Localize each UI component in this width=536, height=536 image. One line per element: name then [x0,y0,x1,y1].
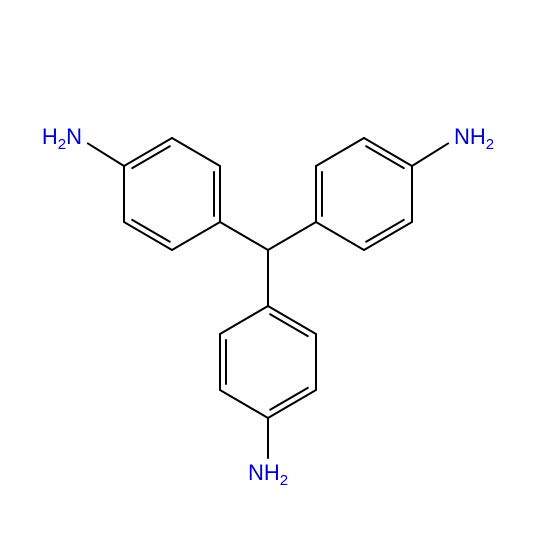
bond-line [172,138,220,166]
bond-line [88,143,124,166]
atom-label-n2: NH2 [454,124,494,153]
bond-line [172,222,220,250]
bond-line [364,222,412,250]
molecule-diagram: NH2 NH2 H2N [0,0,536,536]
bond-line [220,306,268,334]
bond-line [220,390,268,418]
bond-line [412,143,448,166]
bond-line [268,306,316,334]
bond-line [124,138,172,166]
bond-line [268,222,316,250]
bond-line [124,222,172,250]
bond-line [268,390,316,418]
atom-label-n1: NH2 [248,460,288,489]
atom-label-n3: H2N [42,124,82,153]
bond-line [316,138,364,166]
bond-line [220,222,268,250]
bond-line [316,222,364,250]
bond-line [364,138,412,166]
